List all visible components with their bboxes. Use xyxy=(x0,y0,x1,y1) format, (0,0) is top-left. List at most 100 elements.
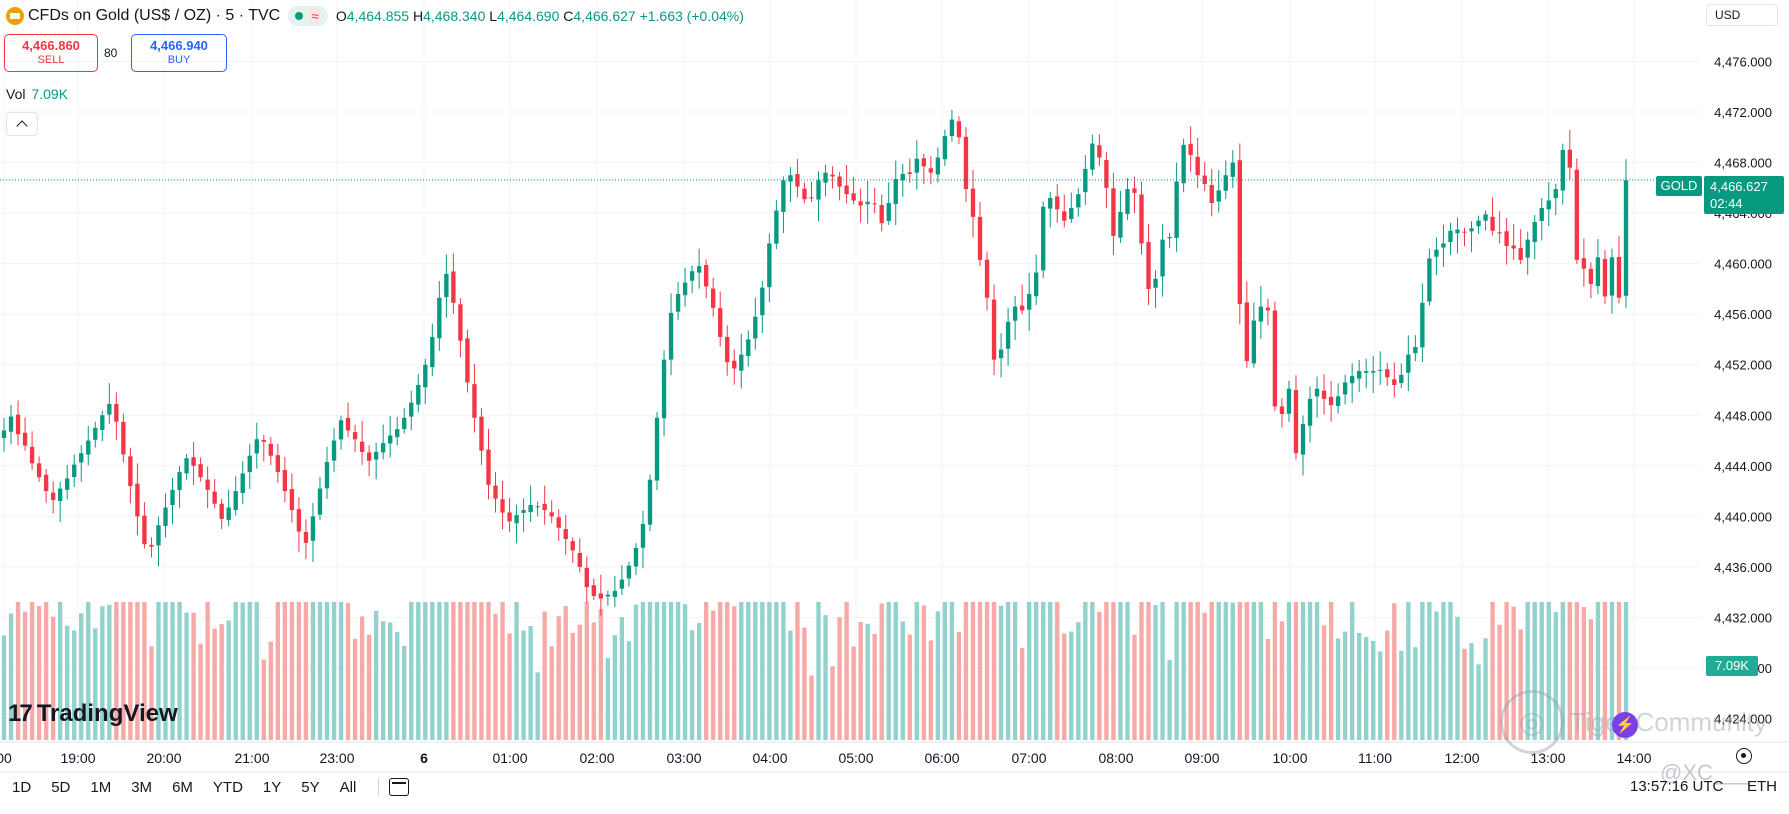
candle-body xyxy=(1012,306,1018,321)
buy-button[interactable]: 4,466.940 BUY xyxy=(131,34,227,72)
candle-body xyxy=(1525,239,1530,258)
volume-bar xyxy=(956,631,962,740)
volume-bar xyxy=(556,616,561,740)
timeframe-1d[interactable]: 1D xyxy=(12,778,32,796)
volume-bar xyxy=(1335,638,1341,740)
volume-bar xyxy=(86,602,91,740)
volume-bar xyxy=(444,602,449,740)
volume-bar xyxy=(760,602,765,740)
volume-bar xyxy=(1588,619,1594,740)
volume-bar xyxy=(570,633,575,740)
timeframe-ytd[interactable]: YTD xyxy=(212,778,243,796)
chart-settings-gear-icon[interactable] xyxy=(1736,748,1752,764)
candle-body xyxy=(65,478,70,490)
go-to-date-calendar-icon[interactable] xyxy=(389,778,410,796)
candle-body xyxy=(1251,320,1257,364)
volume-bar xyxy=(359,616,365,740)
volume-bar xyxy=(900,621,905,740)
candle-body xyxy=(345,417,351,431)
timeframe-1y[interactable]: 1Y xyxy=(262,778,282,796)
lightning-icon[interactable]: ⚡ xyxy=(1612,712,1638,738)
volume-bar xyxy=(746,602,751,740)
symbol-price-tag: GOLD xyxy=(1656,176,1702,196)
time-tick-label: 6 xyxy=(420,750,428,766)
market-status-glyph: ≈ xyxy=(309,8,321,24)
candle-body xyxy=(1441,243,1446,248)
volume-bar xyxy=(935,611,941,740)
volume-bar xyxy=(1371,640,1376,740)
volume-bar xyxy=(22,611,28,740)
candle-body xyxy=(1349,376,1355,384)
volume-bar xyxy=(1293,602,1299,740)
timeframe-5d[interactable]: 5D xyxy=(51,778,71,796)
candle-body xyxy=(191,457,196,466)
volume-bar xyxy=(823,615,828,740)
candle-body xyxy=(50,492,56,500)
candle-body xyxy=(261,439,266,442)
price-tick-label: 4,472.000 xyxy=(1714,105,1772,120)
volume-bar xyxy=(1427,602,1432,740)
candle-body xyxy=(612,590,618,597)
utc-clock[interactable]: 13:57:16 UTC xyxy=(1630,778,1724,795)
time-axis[interactable]: 00 19:00 20:00 21:00 23:00 6 01:00 02:00 03:00 04… xyxy=(0,741,1789,773)
candle-body xyxy=(1069,208,1074,220)
candle-body xyxy=(57,488,63,502)
volume-bar xyxy=(1202,612,1207,740)
candle-body xyxy=(226,507,231,520)
candle-body xyxy=(921,158,927,167)
volume-bar xyxy=(1490,602,1495,740)
timeframe-5y[interactable]: 5Y xyxy=(301,778,320,796)
collapse-legend-button[interactable] xyxy=(6,112,38,136)
volume-bar xyxy=(984,602,990,740)
volume-bar xyxy=(352,638,358,740)
candle-body xyxy=(844,185,849,195)
candle-body xyxy=(1125,189,1130,215)
candle-body xyxy=(1111,188,1116,236)
volume-bar xyxy=(1539,602,1544,740)
candle-body xyxy=(1026,293,1032,310)
volume-bar xyxy=(1076,622,1081,740)
volume-bar xyxy=(79,613,84,740)
timeframe-6m[interactable]: 6M xyxy=(172,778,193,796)
candle-body xyxy=(781,180,786,212)
candle-body xyxy=(219,503,224,519)
candle-body xyxy=(675,293,681,312)
candle-body xyxy=(1413,347,1418,354)
volume-bar xyxy=(107,604,112,740)
currency-selector[interactable]: USD xyxy=(1706,4,1778,26)
volume-bar xyxy=(29,602,35,740)
session-toggle[interactable]: ETH xyxy=(1747,778,1777,795)
market-open-dot-icon xyxy=(295,12,304,20)
candle-body xyxy=(205,479,210,490)
volume-bar xyxy=(430,602,435,740)
volume-bar xyxy=(1321,625,1327,740)
volume-bar xyxy=(500,602,505,740)
symbol-title[interactable]: CFDs on Gold (US$ / OZ) · 5 · TVC xyxy=(28,7,281,24)
candle-body xyxy=(107,403,112,415)
tiger-logo-icon: ◎ xyxy=(1500,690,1564,754)
price-axis[interactable]: 4,476.0004,472.0004,468.0004,464.0004,46… xyxy=(1714,54,1772,726)
candle-body xyxy=(416,384,421,405)
volume-bar xyxy=(633,604,639,740)
timeframe-all[interactable]: All xyxy=(339,778,357,796)
volume-bar xyxy=(893,602,898,740)
volume-bar xyxy=(879,603,884,740)
volume-bar xyxy=(1581,607,1587,740)
candle-body xyxy=(275,455,281,473)
volume-bar xyxy=(1448,602,1453,740)
candle-body xyxy=(1153,278,1158,288)
volume-bar xyxy=(212,628,217,740)
volume-bar xyxy=(1209,602,1214,740)
candle-body xyxy=(1034,272,1039,297)
time-tick-label: 01:00 xyxy=(492,750,527,766)
volume-bar xyxy=(1342,631,1348,740)
volume-bar xyxy=(395,632,400,740)
market-status[interactable]: ≈ xyxy=(288,6,328,26)
sell-button[interactable]: 4,466.860 SELL xyxy=(4,34,98,72)
time-tick-label: 08:00 xyxy=(1098,750,1133,766)
candle-body xyxy=(689,271,695,281)
timeframe-1m[interactable]: 1M xyxy=(90,778,112,796)
volume-bar xyxy=(1055,602,1060,740)
timeframe-3m[interactable]: 3M xyxy=(131,778,153,796)
